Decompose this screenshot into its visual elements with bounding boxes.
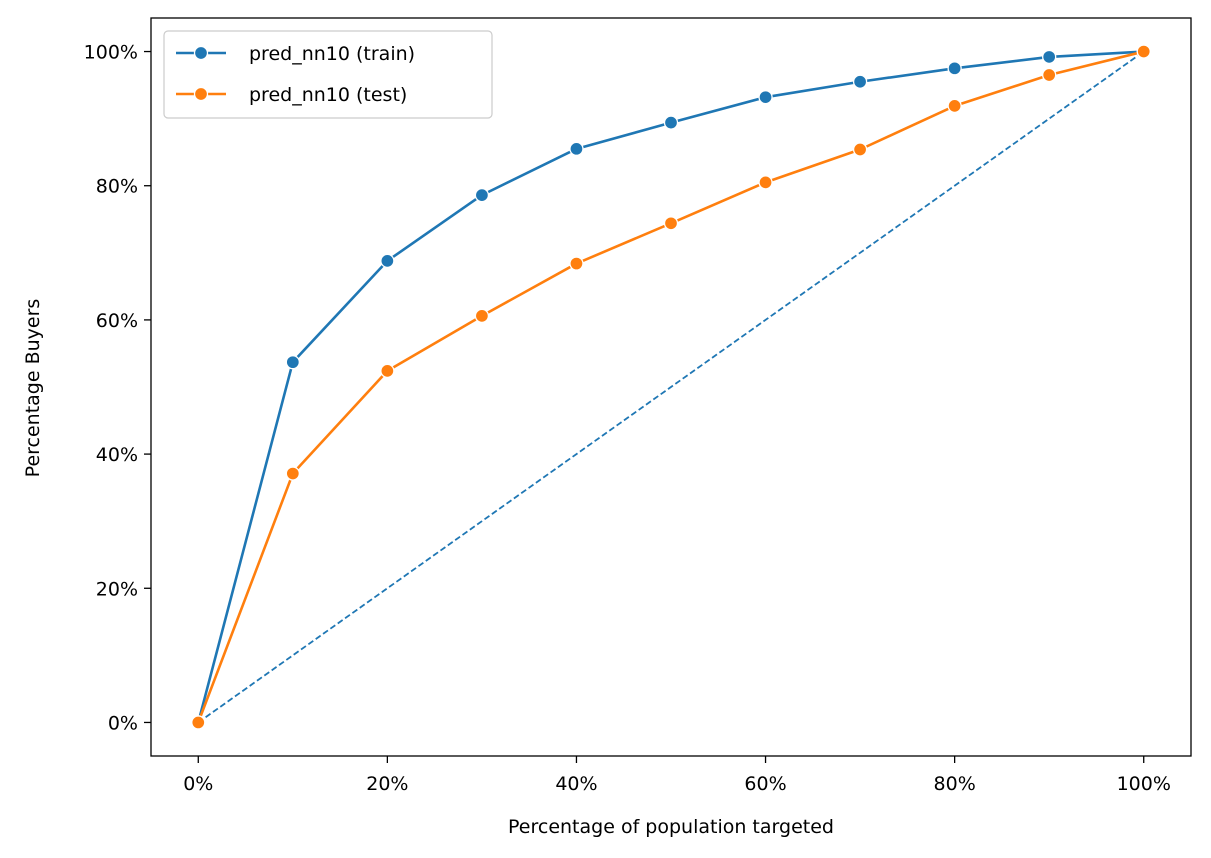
legend-box <box>163 30 493 119</box>
x-tick-label: 80% <box>934 773 976 795</box>
data-point-test-0 <box>191 715 206 730</box>
data-point-train-4 <box>569 141 584 156</box>
data-point-train-6 <box>758 90 773 105</box>
reference-diagonal-line <box>197 50 1145 724</box>
x-tick-label: 100% <box>1117 773 1171 795</box>
data-point-test-5 <box>663 216 679 231</box>
data-point-test-9 <box>1042 67 1057 83</box>
legend-marker-train <box>193 45 209 61</box>
data-point-test-8 <box>947 98 962 114</box>
data-point-test-7 <box>852 142 868 157</box>
legend-label-test: pred_nn10 (test) <box>249 84 407 106</box>
data-point-train-1 <box>285 355 300 370</box>
data-point-test-1 <box>285 466 300 481</box>
x-axis-label: Percentage of population targeted <box>508 816 834 838</box>
y-tick-label: 20% <box>96 578 138 600</box>
legend-label-train: pred_nn10 (train) <box>249 43 415 65</box>
data-point-train-8 <box>947 61 962 76</box>
data-point-train-7 <box>852 74 868 89</box>
x-tick-label: 60% <box>744 773 786 795</box>
data-point-test-2 <box>380 363 395 379</box>
data-point-train-5 <box>663 115 679 130</box>
y-axis: 0% 20% 40% 60% 80% 100% <box>84 42 151 734</box>
y-tick-label: 60% <box>96 310 138 332</box>
y-axis-label: Percentage Buyers <box>22 299 44 478</box>
y-tick-label: 100% <box>84 42 138 64</box>
x-tick-label: 20% <box>366 773 408 795</box>
legend: pred_nn10 (train) pred_nn10 (test) <box>163 30 493 119</box>
y-tick-label: 40% <box>96 444 138 466</box>
y-tick-label: 0% <box>108 712 138 734</box>
data-point-train-2 <box>380 253 395 269</box>
data-point-test-4 <box>569 256 584 271</box>
x-tick-label: 40% <box>555 773 597 795</box>
data-point-test-3 <box>474 308 490 324</box>
data-point-test-10 <box>1136 44 1151 59</box>
x-axis: 0% 20% 40% 60% 80% 100% <box>183 756 1171 795</box>
data-point-train-9 <box>1042 49 1057 65</box>
data-point-train-3 <box>474 187 490 203</box>
plot-content <box>191 44 1151 730</box>
y-tick-label: 80% <box>96 176 138 198</box>
x-tick-label: 0% <box>183 773 213 795</box>
legend-marker-test <box>193 86 209 102</box>
data-point-test-6 <box>758 175 773 190</box>
plot-frame <box>150 17 1192 757</box>
